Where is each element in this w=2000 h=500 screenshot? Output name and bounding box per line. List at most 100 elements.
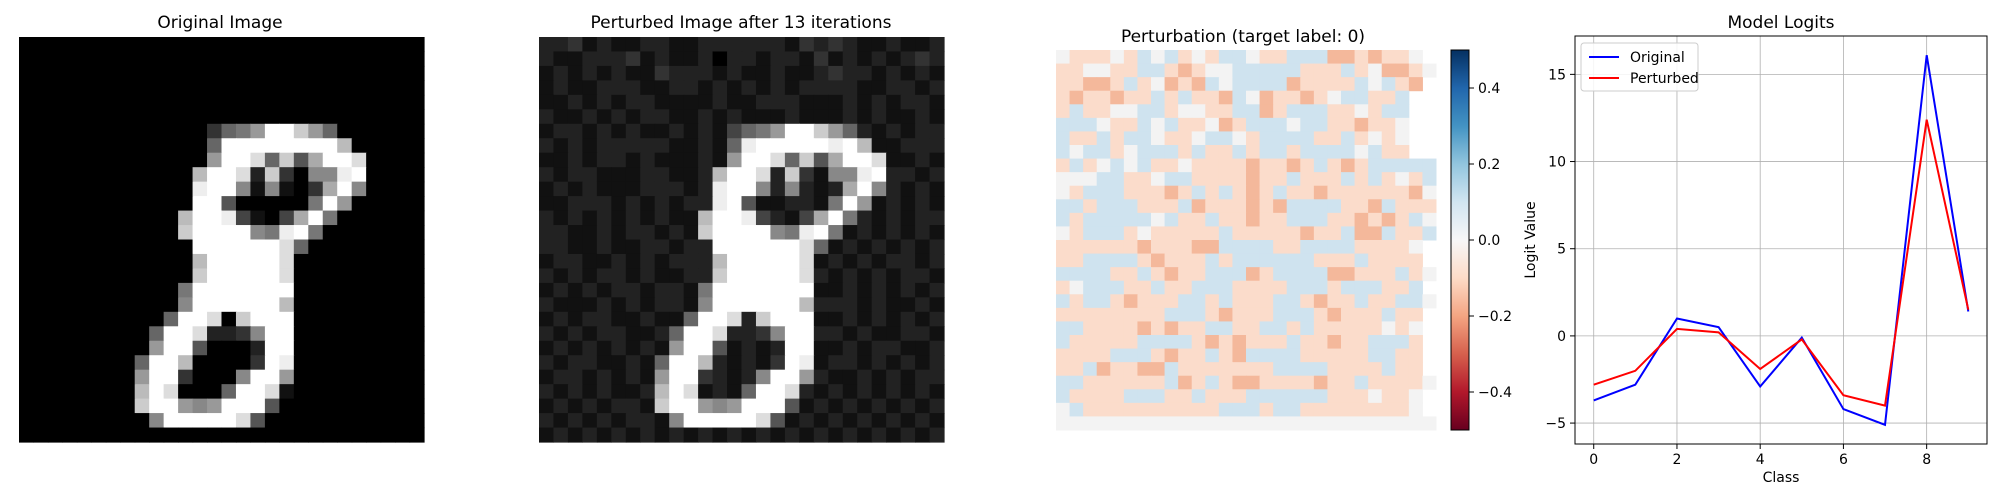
perturbed-pixel xyxy=(727,413,743,429)
perturbation-cell xyxy=(1327,267,1342,282)
original-pixel xyxy=(337,196,353,212)
original-pixel xyxy=(91,65,107,81)
perturbation-cell xyxy=(1327,50,1342,65)
original-pixel xyxy=(149,109,165,125)
original-pixel xyxy=(221,167,237,183)
perturbation-cell xyxy=(1259,212,1274,227)
perturbed-pixel xyxy=(813,398,829,414)
original-pixel xyxy=(62,268,78,284)
original-pixel xyxy=(134,138,150,154)
perturbed-pixel xyxy=(770,239,786,255)
perturbed-pixel xyxy=(741,413,757,429)
perturbed-pixel xyxy=(727,427,743,443)
original-pixel xyxy=(221,326,237,342)
original-pixel xyxy=(250,253,266,270)
original-pixel xyxy=(409,94,425,110)
original-pixel xyxy=(91,239,107,255)
perturbation-cell xyxy=(1381,50,1396,65)
perturbed-pixel xyxy=(640,297,656,313)
perturbation-cell xyxy=(1232,172,1247,187)
perturbation-cell xyxy=(1395,104,1410,119)
original-pixel xyxy=(380,427,396,443)
perturbation-cell xyxy=(1205,131,1220,146)
perturbed-pixel xyxy=(669,181,685,197)
perturbed-pixel xyxy=(669,369,685,385)
perturbation-cell xyxy=(1178,172,1193,187)
perturbed-pixel xyxy=(871,210,887,226)
perturbed-pixel xyxy=(596,210,612,226)
perturbation-cell xyxy=(1300,267,1315,282)
perturbed-pixel xyxy=(567,398,583,414)
perturbation-cell xyxy=(1313,416,1328,431)
perturbation-cell xyxy=(1327,104,1342,119)
perturbed-pixel xyxy=(770,138,786,154)
perturbed-pixel xyxy=(828,152,844,168)
perturbation-cell xyxy=(1205,294,1220,309)
original-pixel xyxy=(293,282,309,298)
perturbed-pixel xyxy=(727,311,743,327)
perturbation-cell xyxy=(1354,253,1369,268)
perturbation-cell xyxy=(1218,158,1233,173)
perturbed-pixel xyxy=(553,384,569,400)
perturbed-pixel xyxy=(857,340,873,356)
original-pixel xyxy=(380,282,396,298)
original-pixel xyxy=(235,94,252,110)
perturbation-cell xyxy=(1341,117,1356,132)
perturbed-pixel xyxy=(813,225,829,241)
perturbed-pixel xyxy=(539,311,555,327)
original-pixel xyxy=(149,65,165,81)
perturbed-pixel xyxy=(886,355,902,371)
perturbed-pixel xyxy=(596,311,612,327)
original-pixel xyxy=(264,181,280,197)
original-pixel xyxy=(221,427,237,443)
perturbation-cell xyxy=(1218,348,1233,363)
original-pixel xyxy=(250,65,266,81)
perturbation-cell xyxy=(1123,185,1138,200)
perturbed-pixel xyxy=(683,152,699,168)
perturbed-pixel xyxy=(582,297,598,313)
perturbed-pixel xyxy=(813,94,829,110)
perturbation-cell xyxy=(1246,50,1261,65)
original-pixel xyxy=(409,253,425,270)
perturbed-pixel xyxy=(640,340,656,356)
original-pixel xyxy=(264,384,280,400)
perturbed-pixel xyxy=(770,167,786,183)
perturbed-pixel xyxy=(567,326,583,342)
perturbed-pixel xyxy=(842,51,858,67)
original-pixel xyxy=(366,37,382,53)
original-pixel xyxy=(235,123,252,139)
original-pixel xyxy=(380,355,396,371)
perturbation-cell xyxy=(1259,416,1274,431)
original-pixel xyxy=(395,181,411,197)
perturbation-cell xyxy=(1232,63,1247,78)
perturbed-pixel xyxy=(683,340,699,356)
perturbed-pixel xyxy=(828,109,844,125)
perturbed-pixel xyxy=(741,268,757,284)
colorbar-tick-label: 0.4 xyxy=(1478,81,1500,97)
original-pixel xyxy=(178,268,194,284)
perturbed-pixel xyxy=(857,384,873,400)
perturbed-pixel xyxy=(886,384,902,400)
perturbed-pixel xyxy=(683,268,699,284)
perturbed-pixel xyxy=(915,225,931,241)
perturbed-pixel xyxy=(799,37,815,53)
original-pixel xyxy=(337,326,353,342)
original-pixel xyxy=(207,340,223,356)
perturbation-cell xyxy=(1408,158,1423,173)
perturbed-pixel xyxy=(813,109,829,125)
perturbed-pixel xyxy=(755,355,772,371)
original-pixel xyxy=(221,225,237,241)
original-pixel xyxy=(192,326,208,342)
perturbation-cell xyxy=(1096,77,1111,92)
perturbed-pixel xyxy=(567,311,583,327)
original-pixel xyxy=(120,51,136,67)
perturbed-pixel xyxy=(900,152,916,168)
original-pixel xyxy=(19,326,35,342)
perturbed-pixel xyxy=(698,225,714,241)
perturbation-cell xyxy=(1205,321,1220,336)
perturbed-pixel xyxy=(842,167,858,183)
perturbation-cell xyxy=(1246,145,1261,160)
perturbation-cell xyxy=(1205,335,1220,350)
perturbed-pixel xyxy=(625,123,641,139)
original-pixel xyxy=(308,369,324,385)
